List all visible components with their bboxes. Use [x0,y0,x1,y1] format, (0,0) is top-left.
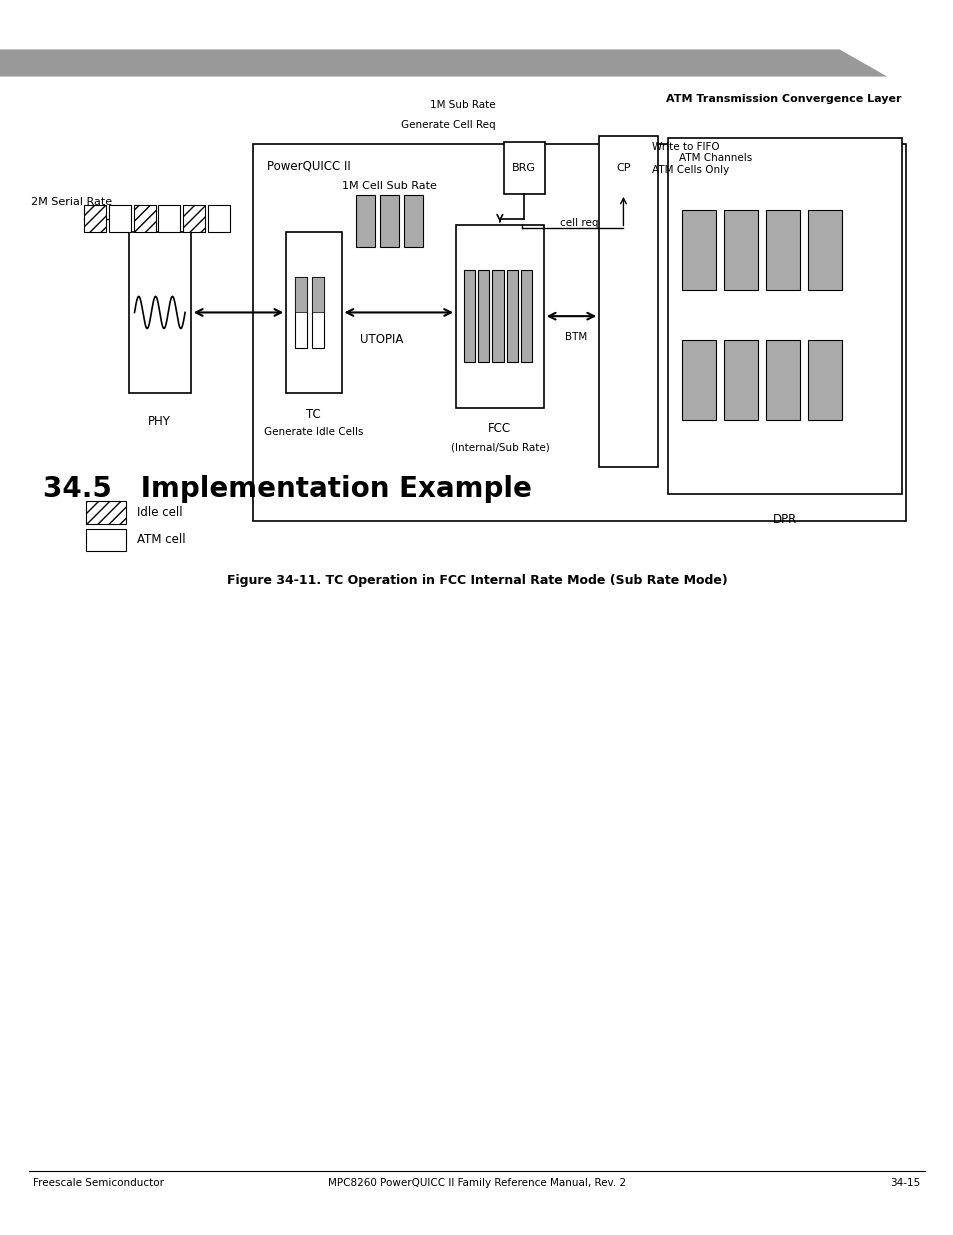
Bar [294,277,307,348]
Bar [312,277,324,312]
Bar [253,144,905,521]
Bar [503,142,544,194]
Bar [477,270,489,363]
Bar [723,340,758,420]
Text: ATM Cells Only: ATM Cells Only [651,165,728,175]
Bar [286,232,341,393]
Text: Figure 34-11. TC Operation in FCC Internal Rate Mode (Sub Rate Mode): Figure 34-11. TC Operation in FCC Intern… [227,574,726,588]
Bar [492,270,503,363]
Bar [456,225,543,408]
Text: ATM Channels: ATM Channels [679,153,752,163]
Bar [506,270,517,363]
Text: UTOPIA: UTOPIA [359,333,403,347]
Text: Freescale Semiconductor: Freescale Semiconductor [33,1178,164,1188]
Text: ATM Transmission Convergence Layer: ATM Transmission Convergence Layer [665,94,901,104]
Bar [598,136,658,467]
Bar [723,210,758,290]
Text: BTM: BTM [565,332,587,342]
Text: PowerQUICC II: PowerQUICC II [267,159,351,173]
Text: Generate Idle Cells: Generate Idle Cells [264,427,363,437]
Text: Idle cell: Idle cell [137,506,183,519]
Bar [86,501,126,524]
Text: Write to FIFO: Write to FIFO [651,142,719,152]
Text: FCC: FCC [488,422,511,436]
Text: PHY: PHY [149,415,171,429]
Bar [183,205,205,232]
Bar [355,195,375,247]
Bar [681,340,716,420]
Bar [158,205,180,232]
Bar [602,142,643,194]
Bar [807,210,841,290]
Text: 1M Sub Rate: 1M Sub Rate [430,100,496,110]
Text: 2M Serial Rate: 2M Serial Rate [30,198,112,207]
Bar [520,270,532,363]
Text: cell req: cell req [559,219,598,228]
Text: 34.5   Implementation Example: 34.5 Implementation Example [43,475,531,504]
Bar [765,340,800,420]
Text: (Internal/Sub Rate): (Internal/Sub Rate) [450,442,549,452]
Text: 34-15: 34-15 [889,1178,920,1188]
Bar [807,340,841,420]
Text: BRG: BRG [512,163,536,173]
Bar [765,210,800,290]
Text: DPR: DPR [772,513,796,526]
Bar [463,270,475,363]
Text: 1M Cell Sub Rate: 1M Cell Sub Rate [341,182,436,191]
Bar [129,232,191,393]
Bar [109,205,131,232]
Bar [86,529,126,551]
Polygon shape [0,49,886,77]
Text: MPC8260 PowerQUICC II Family Reference Manual, Rev. 2: MPC8260 PowerQUICC II Family Reference M… [328,1178,625,1188]
Bar [681,210,716,290]
Text: ATM cell: ATM cell [137,534,186,546]
Text: TC: TC [306,408,321,421]
Text: CP: CP [616,163,630,173]
Bar [379,195,398,247]
Bar [403,195,422,247]
Bar [312,277,324,348]
Bar [84,205,106,232]
Bar [294,277,307,312]
Bar [667,138,901,494]
Text: Generate Cell Req: Generate Cell Req [401,120,496,130]
Bar [133,205,155,232]
Bar [208,205,230,232]
